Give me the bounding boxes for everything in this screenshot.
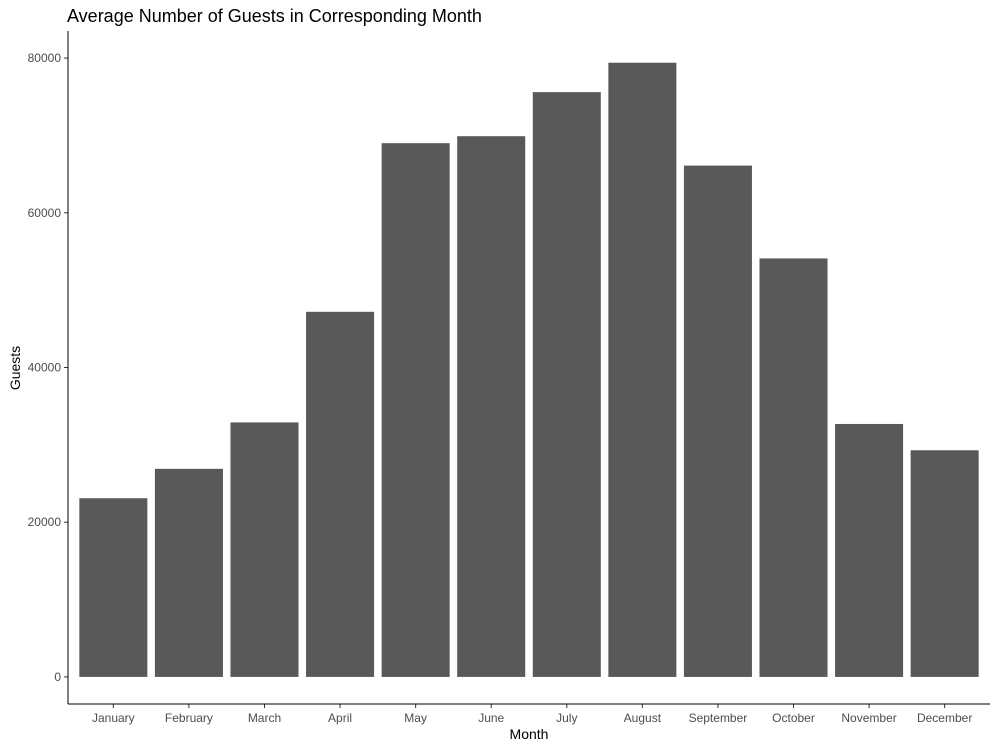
x-axis-title: Month: [510, 726, 549, 742]
bar-september: [683, 165, 752, 677]
bar-august: [608, 62, 677, 677]
bar-january: [79, 498, 148, 677]
y-tick-label: 80000: [28, 51, 62, 65]
y-axis-title: Guests: [7, 346, 23, 390]
x-tick-label: February: [165, 711, 213, 725]
x-tick-label: March: [248, 711, 281, 725]
y-tick-label: 40000: [28, 361, 62, 375]
bar-may: [381, 143, 450, 677]
y-tick-label: 60000: [28, 206, 62, 220]
x-tick-label: May: [404, 711, 427, 725]
y-tick-label: 0: [54, 670, 61, 684]
bar-december: [910, 450, 979, 677]
bar-july: [532, 92, 601, 677]
x-tick-label: September: [689, 711, 748, 725]
x-tick-label: December: [917, 711, 972, 725]
bar-november: [835, 423, 904, 677]
bar-april: [306, 311, 375, 677]
x-tick-label: October: [772, 711, 815, 725]
bar-october: [759, 258, 828, 677]
x-tick-label: August: [624, 711, 662, 725]
x-tick-label: November: [841, 711, 896, 725]
bar-march: [230, 422, 299, 677]
x-axis-ticks: January February March April May June July Augu…: [92, 704, 972, 725]
bars-group: [79, 62, 979, 677]
bar-february: [154, 468, 223, 677]
x-tick-label: July: [556, 711, 577, 725]
y-axis-ticks: 0 20000 40000 60000 80000: [28, 51, 68, 684]
x-tick-label: January: [92, 711, 135, 725]
x-tick-label: April: [328, 711, 352, 725]
bar-june: [457, 136, 526, 677]
chart-title: Average Number of Guests in Correspondin…: [67, 6, 482, 26]
y-tick-label: 20000: [28, 515, 62, 529]
x-tick-label: June: [478, 711, 504, 725]
